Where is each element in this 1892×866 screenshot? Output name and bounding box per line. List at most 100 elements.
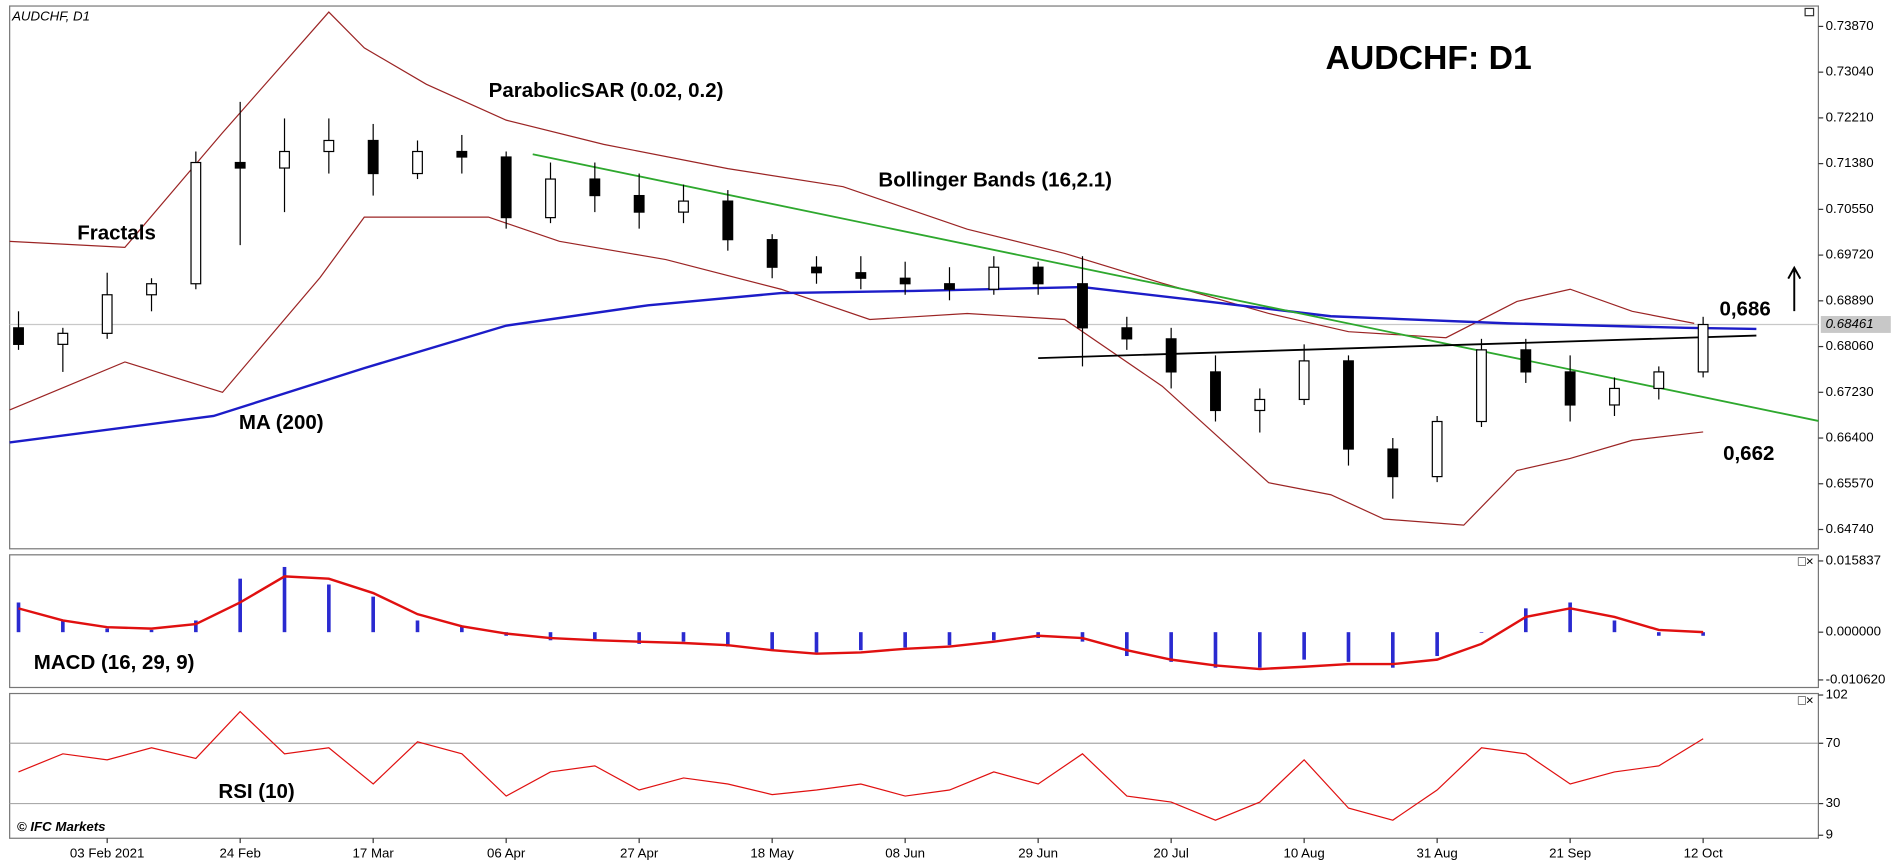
macd-bar [637, 632, 641, 644]
x-tick-label: 21 Sep [1549, 845, 1591, 860]
macd-bar [16, 602, 21, 633]
macd-bar [1568, 602, 1572, 633]
candle-body [367, 139, 379, 175]
candle-body [633, 194, 645, 213]
macd-bar [105, 628, 109, 633]
candle-body [412, 150, 423, 175]
macd-bar [903, 632, 907, 648]
macd-bar [947, 632, 952, 646]
macd-bar [1479, 632, 1484, 633]
x-tick-label: 20 Jul [1153, 845, 1188, 860]
bands-label: Bollinger Bands (16,2.1) [878, 168, 1112, 191]
candle-body [944, 283, 955, 290]
candle-body [1387, 448, 1399, 478]
candle-body [13, 327, 24, 345]
candle-body [1520, 349, 1532, 373]
candle-body [1476, 349, 1487, 423]
y-tick-label: 9 [1826, 827, 1833, 842]
candle-body [146, 283, 157, 296]
macd-bar [992, 632, 996, 641]
x-tick-label: 03 Feb 2021 [70, 845, 145, 860]
y-tick-label: 0.69720 [1826, 247, 1874, 262]
y-tick-label: 0.70550 [1826, 201, 1874, 216]
macd-bar [1390, 632, 1395, 668]
macd-panel [9, 554, 1819, 689]
moving-average [9, 285, 1757, 444]
annotation: Fractals [77, 221, 156, 244]
macd-bar [415, 620, 420, 633]
up-arrow [1787, 265, 1802, 312]
candle-body [1298, 360, 1310, 401]
candle-body [545, 178, 556, 219]
macd-bar [548, 632, 553, 641]
candle-body [323, 139, 335, 153]
y-tick-label: 0.000000 [1826, 624, 1881, 639]
y-tick-label: 0.67230 [1826, 384, 1874, 399]
macd-bar [1701, 632, 1705, 636]
macd-bar [1346, 632, 1351, 662]
annotation: ParabolicSAR (0.02, 0.2) [489, 79, 724, 102]
macd-bar [859, 632, 863, 651]
bollinger-lower [9, 216, 1704, 526]
candle-body [1431, 420, 1443, 478]
macd-signal [18, 575, 1704, 671]
macd-title: MACD (16, 29, 9) [34, 651, 195, 674]
macd-bar [327, 584, 331, 633]
candle-body [500, 156, 512, 219]
last-price-label: 0.68461 [1826, 316, 1874, 331]
candle-body [1254, 398, 1266, 412]
candle-body [1697, 323, 1709, 373]
y-tick-label: 102 [1826, 687, 1848, 702]
macd-bar [814, 632, 819, 653]
rsi-panel [9, 692, 1819, 839]
x-tick-label: 27 Apr [620, 845, 659, 860]
rsi-title: RSI (10) [218, 780, 294, 803]
x-tick-label: 24 Feb [220, 845, 261, 860]
candle-body [589, 178, 601, 197]
macd-bar [593, 632, 597, 641]
candle-body [722, 200, 734, 241]
bollinger-upper [9, 11, 1695, 339]
annotation: 0,686 [1719, 297, 1770, 320]
macd-bar [1612, 620, 1617, 633]
candle-body [899, 277, 911, 285]
x-tick-label: 29 Jun [1018, 845, 1058, 860]
y-tick-label: 0.73040 [1826, 64, 1874, 79]
y-tick-label: 30 [1826, 795, 1841, 810]
candle-body [234, 161, 246, 169]
macd-bar [460, 626, 464, 633]
annotation: 0,662 [1723, 442, 1774, 465]
candle-body [1121, 327, 1133, 340]
x-tick-label: 12 Oct [1684, 845, 1723, 860]
macd-bar [1656, 632, 1661, 636]
y-tick-label: 0.65570 [1826, 475, 1874, 490]
candle-body [678, 200, 689, 213]
macd-bar [194, 620, 198, 633]
window-button[interactable] [1804, 7, 1815, 17]
credit: © IFC Markets [17, 819, 106, 834]
macd-bar [726, 632, 730, 647]
panel-buttons[interactable]: □× [1798, 554, 1814, 569]
candle-body [1077, 283, 1088, 329]
macd-bar [1125, 632, 1129, 657]
candle-body [101, 294, 113, 334]
macd-bar [282, 566, 287, 633]
y-tick-label: 0.73870 [1826, 18, 1874, 33]
y-tick-label: 0.68890 [1826, 292, 1874, 307]
rsi-line [18, 710, 1704, 821]
candle-body [279, 150, 290, 169]
last-price-box [1820, 316, 1891, 333]
macd-bar [1435, 632, 1439, 657]
y-tick-label: 70 [1826, 735, 1841, 750]
panel-buttons[interactable]: □× [1798, 692, 1814, 707]
chart-subtitle: AUDCHF, D1 [11, 8, 90, 23]
candle-body [456, 150, 468, 158]
macd-bar [1523, 608, 1528, 633]
x-tick-label: 06 Apr [487, 845, 526, 860]
candle-body [988, 266, 1000, 290]
candle-body [1032, 266, 1044, 285]
trendline [1038, 334, 1757, 360]
x-tick-label: 10 Aug [1283, 845, 1324, 860]
